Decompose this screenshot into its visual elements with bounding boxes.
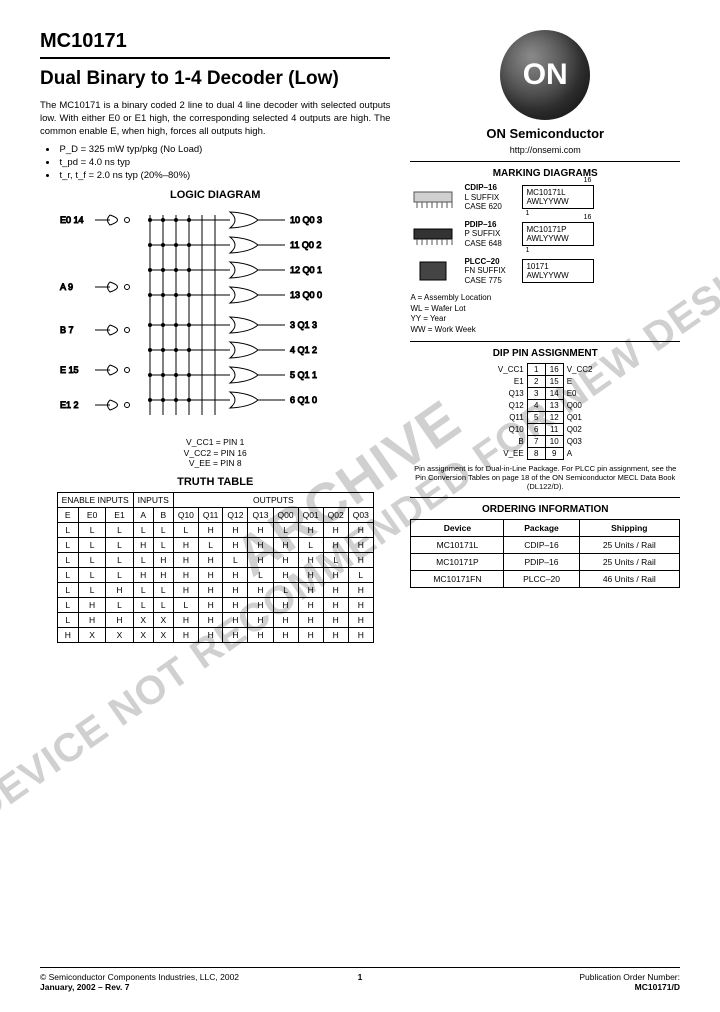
- package-row: PDIP–16P SUFFIXCASE 648 16MC10171PAWLYYWW…: [410, 220, 680, 249]
- svg-text:E0 14: E0 14: [60, 215, 84, 225]
- svg-text:5 Q1 1: 5 Q1 1: [290, 370, 317, 380]
- dip-diagram: V_CC1116V_CC2E1215EQ13314E0Q12413Q00Q115…: [410, 363, 680, 460]
- page-title: Dual Binary to 1-4 Decoder (Low): [40, 69, 390, 90]
- ordering-table: DevicePackageShipping MC10171LCDIP–1625 …: [410, 519, 680, 588]
- svg-text:4 Q1 2: 4 Q1 2: [290, 345, 317, 355]
- pin-legend: V_CC1 = PIN 1 V_CC2 = PIN 16 V_EE = PIN …: [40, 437, 390, 468]
- marking-box: 16MC10171PAWLYYWW1: [522, 222, 594, 246]
- svg-text:3 Q1 3: 3 Q1 3: [290, 320, 317, 330]
- svg-text:10 Q0 3: 10 Q0 3: [290, 215, 322, 225]
- title-rule: [40, 57, 390, 59]
- bullet: t_r, t_f = 2.0 ns typ (20%–80%): [46, 170, 390, 181]
- dip-heading: DIP PIN ASSIGNMENT: [410, 348, 680, 359]
- package-label: CDIP–16L SUFFIXCASE 620: [464, 183, 514, 212]
- package-label: PLCC–20FN SUFFIXCASE 775: [464, 257, 514, 286]
- svg-text:E 15: E 15: [60, 365, 79, 375]
- package-row: PLCC–20FN SUFFIXCASE 775 10171AWLYYWW: [410, 257, 680, 286]
- logic-heading: LOGIC DIAGRAM: [40, 189, 390, 201]
- footer-pub-label: Publication Order Number:: [579, 972, 680, 982]
- divider: [410, 161, 680, 162]
- marking-heading: MARKING DIAGRAMS: [410, 168, 680, 179]
- package-icon: [410, 258, 456, 284]
- brand-url: http://onsemi.com: [410, 145, 680, 155]
- footer-copyright: © Semiconductor Components Industries, L…: [40, 972, 239, 982]
- bullet: t_pd = 4.0 ns typ: [46, 157, 390, 168]
- left-column: MC10171 Dual Binary to 1-4 Decoder (Low)…: [40, 30, 390, 643]
- svg-text:A 9: A 9: [60, 282, 73, 292]
- package-label: PDIP–16P SUFFIXCASE 648: [464, 220, 514, 249]
- page-footer: © Semiconductor Components Industries, L…: [40, 967, 680, 992]
- logic-diagram: E0 14 A 9 B 7 E 15 E1 2: [40, 205, 390, 435]
- description: The MC10171 is a binary coded 2 line to …: [40, 100, 390, 138]
- package-icon: [410, 184, 456, 210]
- brand-block: ON ON Semiconductor http://onsemi.com: [410, 30, 680, 155]
- truth-table: ENABLE INPUTSINPUTSOUTPUTS EE0E1ABQ10Q11…: [57, 492, 374, 643]
- marking-box: 16MC10171LAWLYYWW1: [522, 185, 594, 209]
- package-icon: [410, 221, 456, 247]
- svg-text:E1 2: E1 2: [60, 400, 79, 410]
- on-logo-icon: ON: [500, 30, 590, 120]
- divider: [410, 341, 680, 342]
- truth-heading: TRUTH TABLE: [40, 476, 390, 488]
- marking-key: A = Assembly Location WL = Wafer Lot YY …: [410, 293, 680, 335]
- brand-name: ON Semiconductor: [410, 126, 680, 141]
- page-number: 1: [358, 972, 363, 982]
- footer-pub-num: MC10171/D: [579, 982, 680, 992]
- spec-bullets: P_D = 325 mW typ/pkg (No Load) t_pd = 4.…: [46, 144, 390, 181]
- svg-text:11 Q0 2: 11 Q0 2: [290, 240, 321, 250]
- marking-box: 10171AWLYYWW: [522, 259, 594, 283]
- svg-text:13 Q0 0: 13 Q0 0: [290, 290, 322, 300]
- svg-text:6 Q1 0: 6 Q1 0: [290, 395, 317, 405]
- right-column: ON ON Semiconductor http://onsemi.com MA…: [410, 30, 680, 643]
- dip-note: Pin assignment is for Dual-in-Line Packa…: [410, 464, 680, 491]
- bullet: P_D = 325 mW typ/pkg (No Load): [46, 144, 390, 155]
- package-list: CDIP–16L SUFFIXCASE 620 16MC10171LAWLYYWW…: [410, 183, 680, 285]
- order-heading: ORDERING INFORMATION: [410, 504, 680, 515]
- divider: [410, 497, 680, 498]
- package-row: CDIP–16L SUFFIXCASE 620 16MC10171LAWLYYWW…: [410, 183, 680, 212]
- footer-date: January, 2002 – Rev. 7: [40, 982, 239, 992]
- svg-text:B 7: B 7: [60, 325, 74, 335]
- part-number: MC10171: [40, 30, 390, 53]
- svg-text:12 Q0 1: 12 Q0 1: [290, 265, 322, 275]
